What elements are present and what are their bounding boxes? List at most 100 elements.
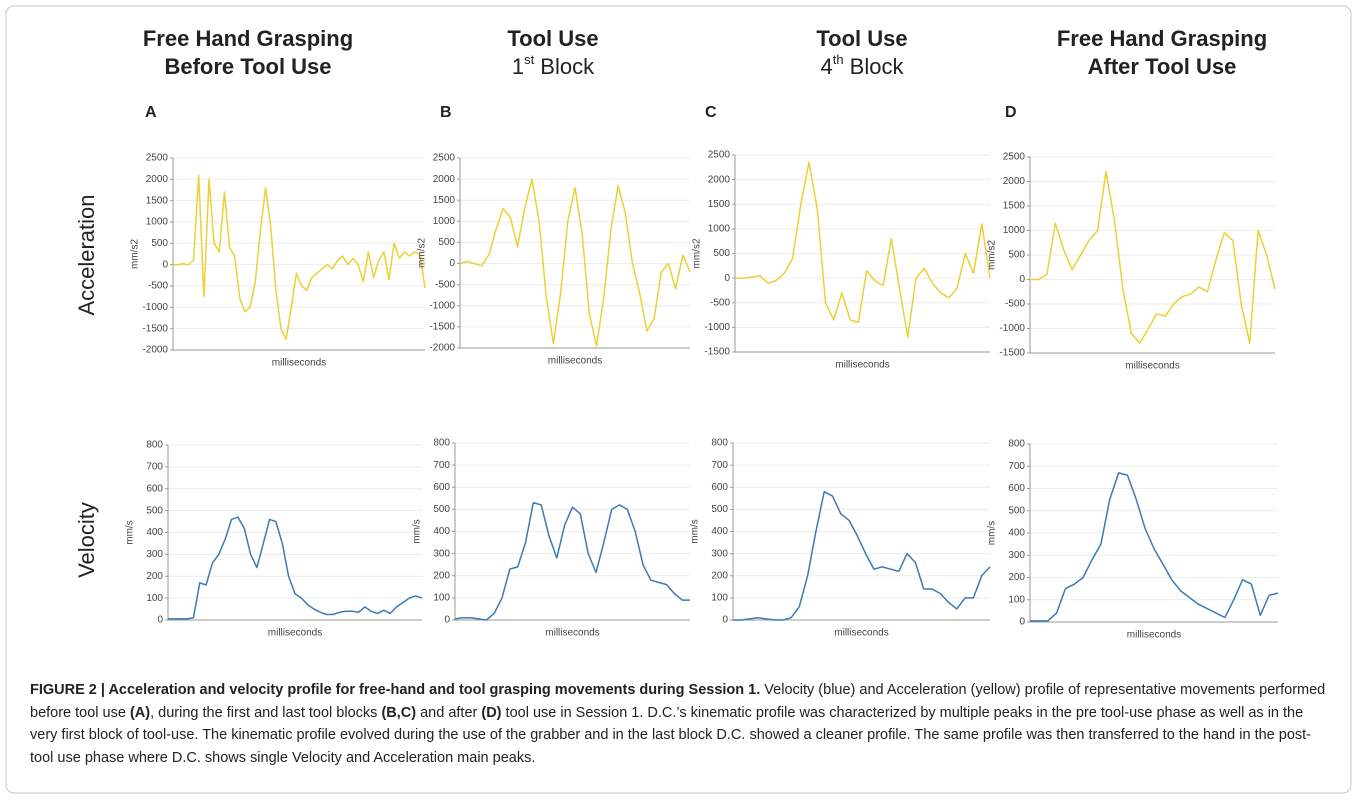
y-tick-label: 500 <box>1008 505 1025 516</box>
panel-letter: D <box>1005 104 1017 121</box>
y-tick-label: -1000 <box>999 323 1025 334</box>
header-title: Tool Use <box>507 26 598 51</box>
y-tick-label: -1000 <box>142 302 168 313</box>
y-tick-label: -1500 <box>704 347 730 358</box>
y-tick-label: 300 <box>433 548 450 559</box>
y-tick-label: 0 <box>1019 274 1025 285</box>
caption-text: , during the first and last tool blocks <box>150 704 382 721</box>
y-tick-label: 400 <box>1008 528 1025 539</box>
header-subtitle: Before Tool Use <box>164 54 331 79</box>
y-tick-label: -1000 <box>704 322 730 333</box>
caption-text: and after <box>416 704 482 721</box>
ordinal-suffix: st <box>524 52 535 67</box>
y-tick-label: -1000 <box>429 300 455 311</box>
panel-letter: B <box>440 104 452 121</box>
y-tick-label: 2500 <box>708 150 731 161</box>
data-line <box>1030 170 1276 344</box>
y-tick-label: 400 <box>711 526 728 537</box>
header-title: Free Hand Grasping <box>1057 26 1267 51</box>
y-tick-label: 1000 <box>708 224 731 235</box>
y-tick-label: 0 <box>157 615 163 626</box>
row-label: Acceleration <box>74 194 99 315</box>
y-tick-label: 500 <box>433 504 450 515</box>
y-tick-label: 2000 <box>708 174 731 185</box>
x-axis-label: milliseconds <box>268 628 322 639</box>
y-axis-label: mm/s2 <box>417 238 428 268</box>
y-tick-label: -500 <box>1005 299 1025 310</box>
y-tick-label: -500 <box>710 297 730 308</box>
ordinal-suffix: th <box>833 52 844 67</box>
frame <box>5 5 1352 794</box>
y-tick-label: 600 <box>1008 483 1025 494</box>
y-tick-label: 700 <box>1008 461 1025 472</box>
x-axis-label: milliseconds <box>545 628 599 639</box>
y-tick-label: 1000 <box>146 217 169 228</box>
y-axis-label: mm/s <box>412 519 423 543</box>
y-tick-label: 1500 <box>433 195 456 206</box>
y-tick-label: 1000 <box>1003 225 1026 236</box>
y-tick-label: 400 <box>146 527 163 538</box>
caption-bold: (A) <box>129 704 151 721</box>
y-tick-label: -2000 <box>142 345 168 356</box>
y-tick-label: 1000 <box>433 216 456 227</box>
y-tick-label: 100 <box>433 593 450 604</box>
y-tick-label: 2000 <box>433 174 456 185</box>
y-tick-label: -1500 <box>142 323 168 334</box>
y-tick-label: 200 <box>1008 572 1025 583</box>
y-tick-label: -1500 <box>429 322 455 333</box>
y-tick-label: 1500 <box>1003 201 1026 212</box>
x-axis-label: milliseconds <box>1125 361 1179 372</box>
caption-bold: (D) <box>481 704 502 721</box>
header-title: Free Hand Grasping <box>143 26 353 51</box>
y-tick-label: 200 <box>711 570 728 581</box>
ordinal: 4 <box>821 54 833 79</box>
y-tick-label: 2500 <box>1003 152 1026 163</box>
y-tick-label: 0 <box>444 615 450 626</box>
panel-letter: A <box>145 104 157 121</box>
y-tick-label: -500 <box>435 279 455 290</box>
y-tick-label: 700 <box>711 460 728 471</box>
y-tick-label: 0 <box>722 615 728 626</box>
y-tick-label: 0 <box>449 258 455 269</box>
y-tick-label: 2000 <box>146 174 169 185</box>
y-tick-label: 800 <box>433 438 450 449</box>
block: Block <box>540 54 595 79</box>
y-tick-label: 2500 <box>433 153 456 164</box>
panel-letter: C <box>705 104 717 121</box>
y-tick-label: 500 <box>151 238 168 249</box>
ordinal: 1 <box>512 54 524 79</box>
caption-text: tool use in Session 1. D.C.’s kinematic … <box>30 704 1311 766</box>
header-subtitle: 1st Block <box>512 52 595 78</box>
y-tick-label: 600 <box>711 482 728 493</box>
caption-bold: FIGURE 2 | Acceleration and velocity pro… <box>30 682 761 698</box>
y-axis-label: mm/s <box>125 520 136 544</box>
y-tick-label: 2000 <box>1003 176 1026 187</box>
y-tick-label: 0 <box>1019 617 1025 628</box>
y-tick-label: 400 <box>433 526 450 537</box>
data-line <box>459 178 691 347</box>
y-tick-label: 500 <box>713 248 730 259</box>
y-tick-label: 800 <box>146 440 163 451</box>
y-tick-label: 300 <box>711 548 728 559</box>
y-tick-label: 500 <box>146 505 163 516</box>
y-tick-label: 200 <box>433 570 450 581</box>
y-tick-label: 700 <box>146 462 163 473</box>
y-tick-label: 500 <box>711 504 728 515</box>
x-axis-label: milliseconds <box>835 360 889 371</box>
block: Block <box>850 54 905 79</box>
y-tick-label: 100 <box>1008 594 1025 605</box>
y-tick-label: 100 <box>146 593 163 604</box>
data-line <box>1030 472 1279 622</box>
caption-bold: (B,C) <box>381 704 417 721</box>
y-tick-label: 200 <box>146 571 163 582</box>
x-axis-label: milliseconds <box>272 358 326 369</box>
y-tick-label: 300 <box>146 549 163 560</box>
y-axis-label: mm/s <box>690 519 701 543</box>
y-axis-label: mm/s <box>987 521 998 545</box>
data-line <box>173 174 426 341</box>
y-tick-label: 0 <box>162 259 168 270</box>
y-tick-label: -500 <box>148 281 168 292</box>
y-axis-label: mm/s2 <box>692 238 703 268</box>
